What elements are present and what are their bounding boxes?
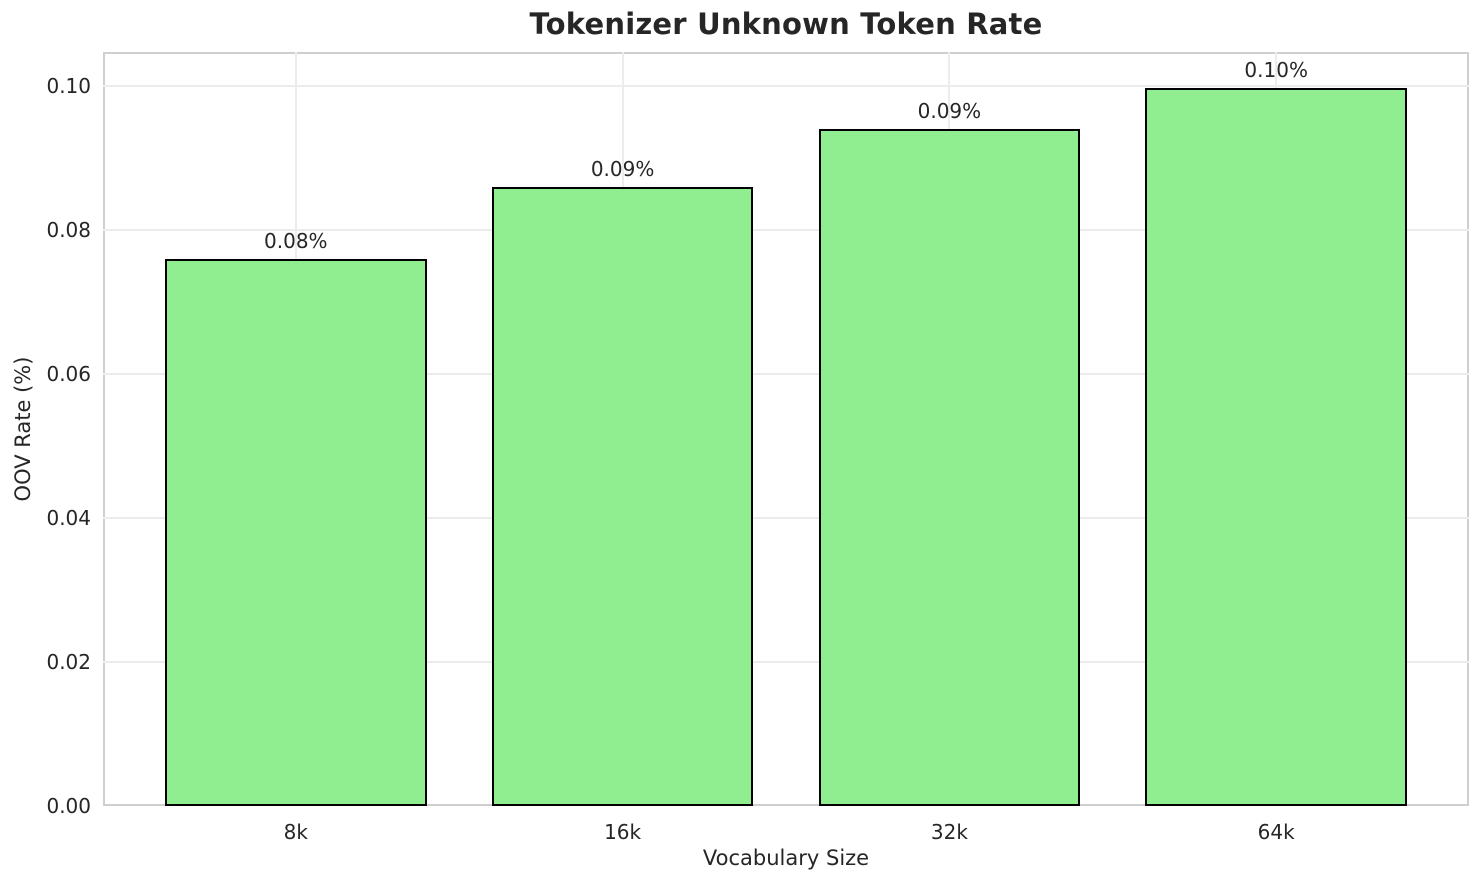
- x-axis-label: Vocabulary Size: [702, 846, 870, 870]
- bar-16k: [491, 186, 754, 806]
- plot-area: 0.08% 0.09% 0.09% 0.10%: [103, 52, 1469, 806]
- bar-64k: [1145, 88, 1407, 806]
- y-tick-label: 0.06: [46, 361, 91, 386]
- h-gridline: [103, 84, 1469, 87]
- y-tick-label: 0.08: [46, 217, 91, 242]
- x-tick-label: 32k: [930, 820, 968, 844]
- y-tick-label: 0.00: [46, 794, 91, 818]
- h-gridline: [103, 228, 1469, 231]
- bar-32k: [818, 129, 1081, 806]
- plot-canvas: 0.08% 0.09% 0.09% 0.10%: [103, 52, 1469, 806]
- chart-title: Tokenizer Unknown Token Rate: [529, 7, 1043, 41]
- bar-value-label: 0.09%: [590, 156, 655, 181]
- bar-value-label: 0.10%: [1244, 58, 1308, 83]
- bar-8k: [165, 258, 427, 806]
- h-gridline: [103, 372, 1469, 375]
- bar-value-label: 0.09%: [917, 99, 982, 124]
- h-gridline: [103, 660, 1469, 663]
- h-gridline: [103, 516, 1469, 519]
- x-tick-label: 64k: [1257, 820, 1295, 844]
- bar-value-label: 0.08%: [264, 228, 328, 253]
- y-tick-label: 0.10: [46, 73, 91, 98]
- y-tick-label: 0.02: [46, 649, 91, 674]
- x-tick-label: 16k: [604, 820, 642, 844]
- x-tick-label: 8k: [283, 820, 308, 844]
- y-tick-label: 0.04: [46, 505, 91, 530]
